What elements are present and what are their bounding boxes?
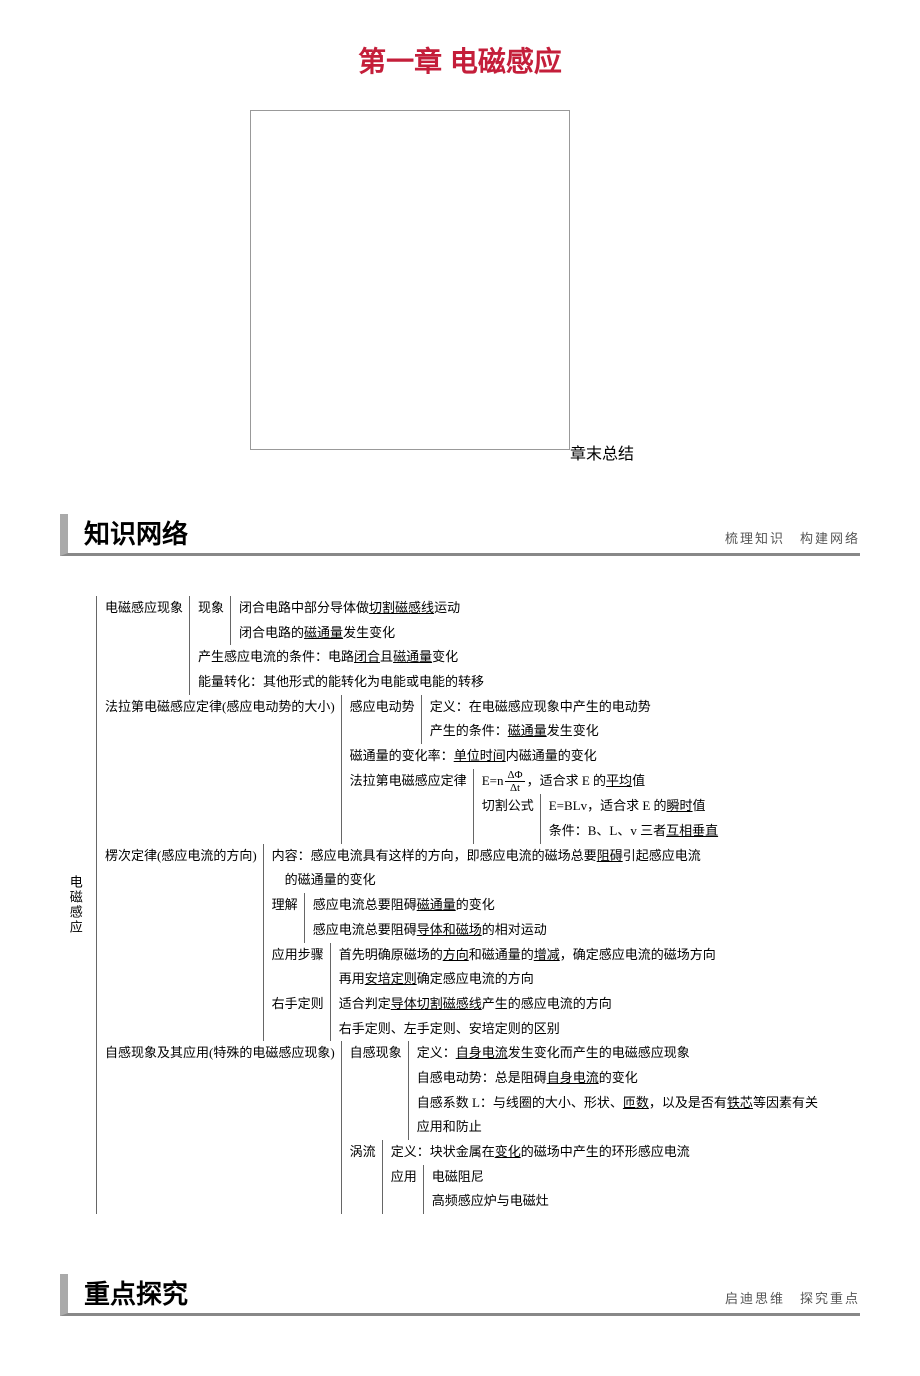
label-lenz: 楞次定律(感应电流的方向) [99,844,261,869]
node-steps: 应用步骤 首先明确原磁场的方向和磁通量的增减，确定感应电流的磁场方向 再用安培定… [266,943,716,992]
root-label: 电磁感应 [62,875,87,935]
label-eddy: 涡流 [344,1140,380,1165]
label-self: 自感现象及其应用(特殊的电磁感应现象) [99,1041,339,1066]
leaf-und-b: 感应电流总要阻碍导体和磁场的相对运动 [307,918,547,943]
node-faraday-law: 法拉第电磁感应定律 E=nΔΦΔt，适合求 E 的平均值 切割公式 E=BLv，… [344,769,718,844]
leaf-eddy-b: 高频感应炉与电磁灶 [426,1189,549,1214]
label-self-ph: 自感现象 [344,1041,406,1066]
leaf-self-emf: 自感电动势：总是阻碍自身电流的变化 [411,1066,818,1091]
chapter-summary-label: 章末总结 [570,440,920,464]
node-understand: 理解 感应电流总要阻碍磁通量的变化 感应电流总要阻碍导体和磁场的相对运动 [266,893,716,942]
outline-tree: 电磁感应现象 现象 闭合电路中部分导体做切割磁感线运动 闭合电路的磁通量发生变化… [96,596,850,1214]
node-faraday: 法拉第电磁感应定律(感应电动势的大小) 感应电动势 定义：在电磁感应现象中产生的… [99,695,850,844]
node-self-phenomenon: 自感现象 定义：自身电流发生变化而产生的电磁感应现象 自感电动势：总是阻碍自身电… [344,1041,818,1140]
label-steps: 应用步骤 [266,943,328,968]
knowledge-outline: 电磁感应 电磁感应现象 现象 闭合电路中部分导体做切割磁感线运动 闭合电路的磁通… [60,576,860,1234]
leaf-step-a: 首先明确原磁场的方向和磁通量的增减，确定感应电流的磁场方向 [333,943,716,968]
leaf-rate: 磁通量的变化率：单位时间内磁通量的变化 [344,744,718,769]
label-righthand: 右手定则 [266,992,328,1017]
leaf-right-a: 适合判定导体切割磁感线产生的感应电流的方向 [333,992,612,1017]
leaf-self-app: 应用和防止 [411,1115,818,1140]
node-lenz: 楞次定律(感应电流的方向) 内容：感应电流具有这样的方向，即感应电流的磁场总要阻… [99,844,850,1042]
section-header-network: 知识网络 梳理知识 构建网络 [60,514,860,556]
leaf-eddy-def: 定义：块状金属在变化的磁场中产生的环形感应电流 [385,1140,690,1165]
leaf-self-def: 定义：自身电流发生变化而产生的电磁感应现象 [411,1041,818,1066]
section-title-focus: 重点探究 [84,1274,725,1311]
leaf-und-a: 感应电流总要阻碍磁通量的变化 [307,893,547,918]
leaf-condition: 产生感应电流的条件：电路闭合且磁通量变化 [192,645,484,670]
node-righthand: 右手定则 适合判定导体切割磁感线产生的感应电流的方向 右手定则、左手定则、安培定… [266,992,716,1041]
node-phenomenon: 电磁感应现象 现象 闭合电路中部分导体做切割磁感线运动 闭合电路的磁通量发生变化… [99,596,850,695]
node-eddy-app: 应用 电磁阻尼 高频感应炉与电磁灶 [385,1165,690,1214]
leaf-step-b: 再用安培定则确定感应电流的方向 [333,967,716,992]
leaf-xx-a: 闭合电路中部分导体做切割磁感线运动 [233,596,460,621]
node-eddy: 涡流 定义：块状金属在变化的磁场中产生的环形感应电流 应用 电磁阻尼 高频感应炉… [344,1140,818,1214]
leaf-xx-b: 闭合电路的磁通量发生变化 [233,621,460,646]
label-phenomenon: 电磁感应现象 [99,596,187,621]
label-faraday: 法拉第电磁感应定律(感应电动势的大小) [99,695,339,720]
leaf-right-b: 右手定则、左手定则、安培定则的区别 [333,1017,612,1042]
leaf-eddy-a: 电磁阻尼 [426,1165,549,1190]
node-xianxiang: 现象 闭合电路中部分导体做切割磁感线运动 闭合电路的磁通量发生变化 [192,596,484,645]
leaf-emf-cond: 产生的条件：磁通量发生变化 [424,719,651,744]
section-header-focus: 重点探究 启迪思维 探究重点 [60,1274,860,1316]
chapter-title: 第一章 电磁感应 [0,40,920,80]
section-subtitle-focus: 启迪思维 探究重点 [725,1288,860,1307]
leaf-formula2: E=BLv，适合求 E 的瞬时值 [543,794,718,819]
label-xianxiang: 现象 [192,596,228,621]
leaf-energy: 能量转化：其他形式的能转化为电能或电能的转移 [192,670,484,695]
image-placeholder [250,110,570,450]
label-eddy-app: 应用 [385,1165,421,1190]
fraction-icon: ΔΦΔt [505,769,524,794]
section-subtitle: 梳理知识 构建网络 [725,528,860,547]
node-cut: 切割公式 E=BLv，适合求 E 的瞬时值 条件：B、L、v 三者互相垂直 [476,794,718,843]
node-emf: 感应电动势 定义：在电磁感应现象中产生的电动势 产生的条件：磁通量发生变化 [344,695,718,744]
label-understand: 理解 [266,893,302,918]
label-emf: 感应电动势 [344,695,419,720]
section-title: 知识网络 [84,514,725,551]
label-faraday-law: 法拉第电磁感应定律 [344,769,471,794]
leaf-lenz-content: 内容：感应电流具有这样的方向，即感应电流的磁场总要阻碍引起感应电流 的磁通量的变… [266,844,716,893]
leaf-emf-def: 定义：在电磁感应现象中产生的电动势 [424,695,651,720]
node-self: 自感现象及其应用(特殊的电磁感应现象) 自感现象 定义：自身电流发生变化而产生的… [99,1041,850,1214]
leaf-cut-cond: 条件：B、L、v 三者互相垂直 [543,819,718,844]
leaf-formula1: E=nΔΦΔt，适合求 E 的平均值 [476,769,718,795]
label-cut: 切割公式 [476,794,538,819]
leaf-self-coef: 自感系数 L：与线圈的大小、形状、匝数，以及是否有铁芯等因素有关 [411,1091,818,1116]
